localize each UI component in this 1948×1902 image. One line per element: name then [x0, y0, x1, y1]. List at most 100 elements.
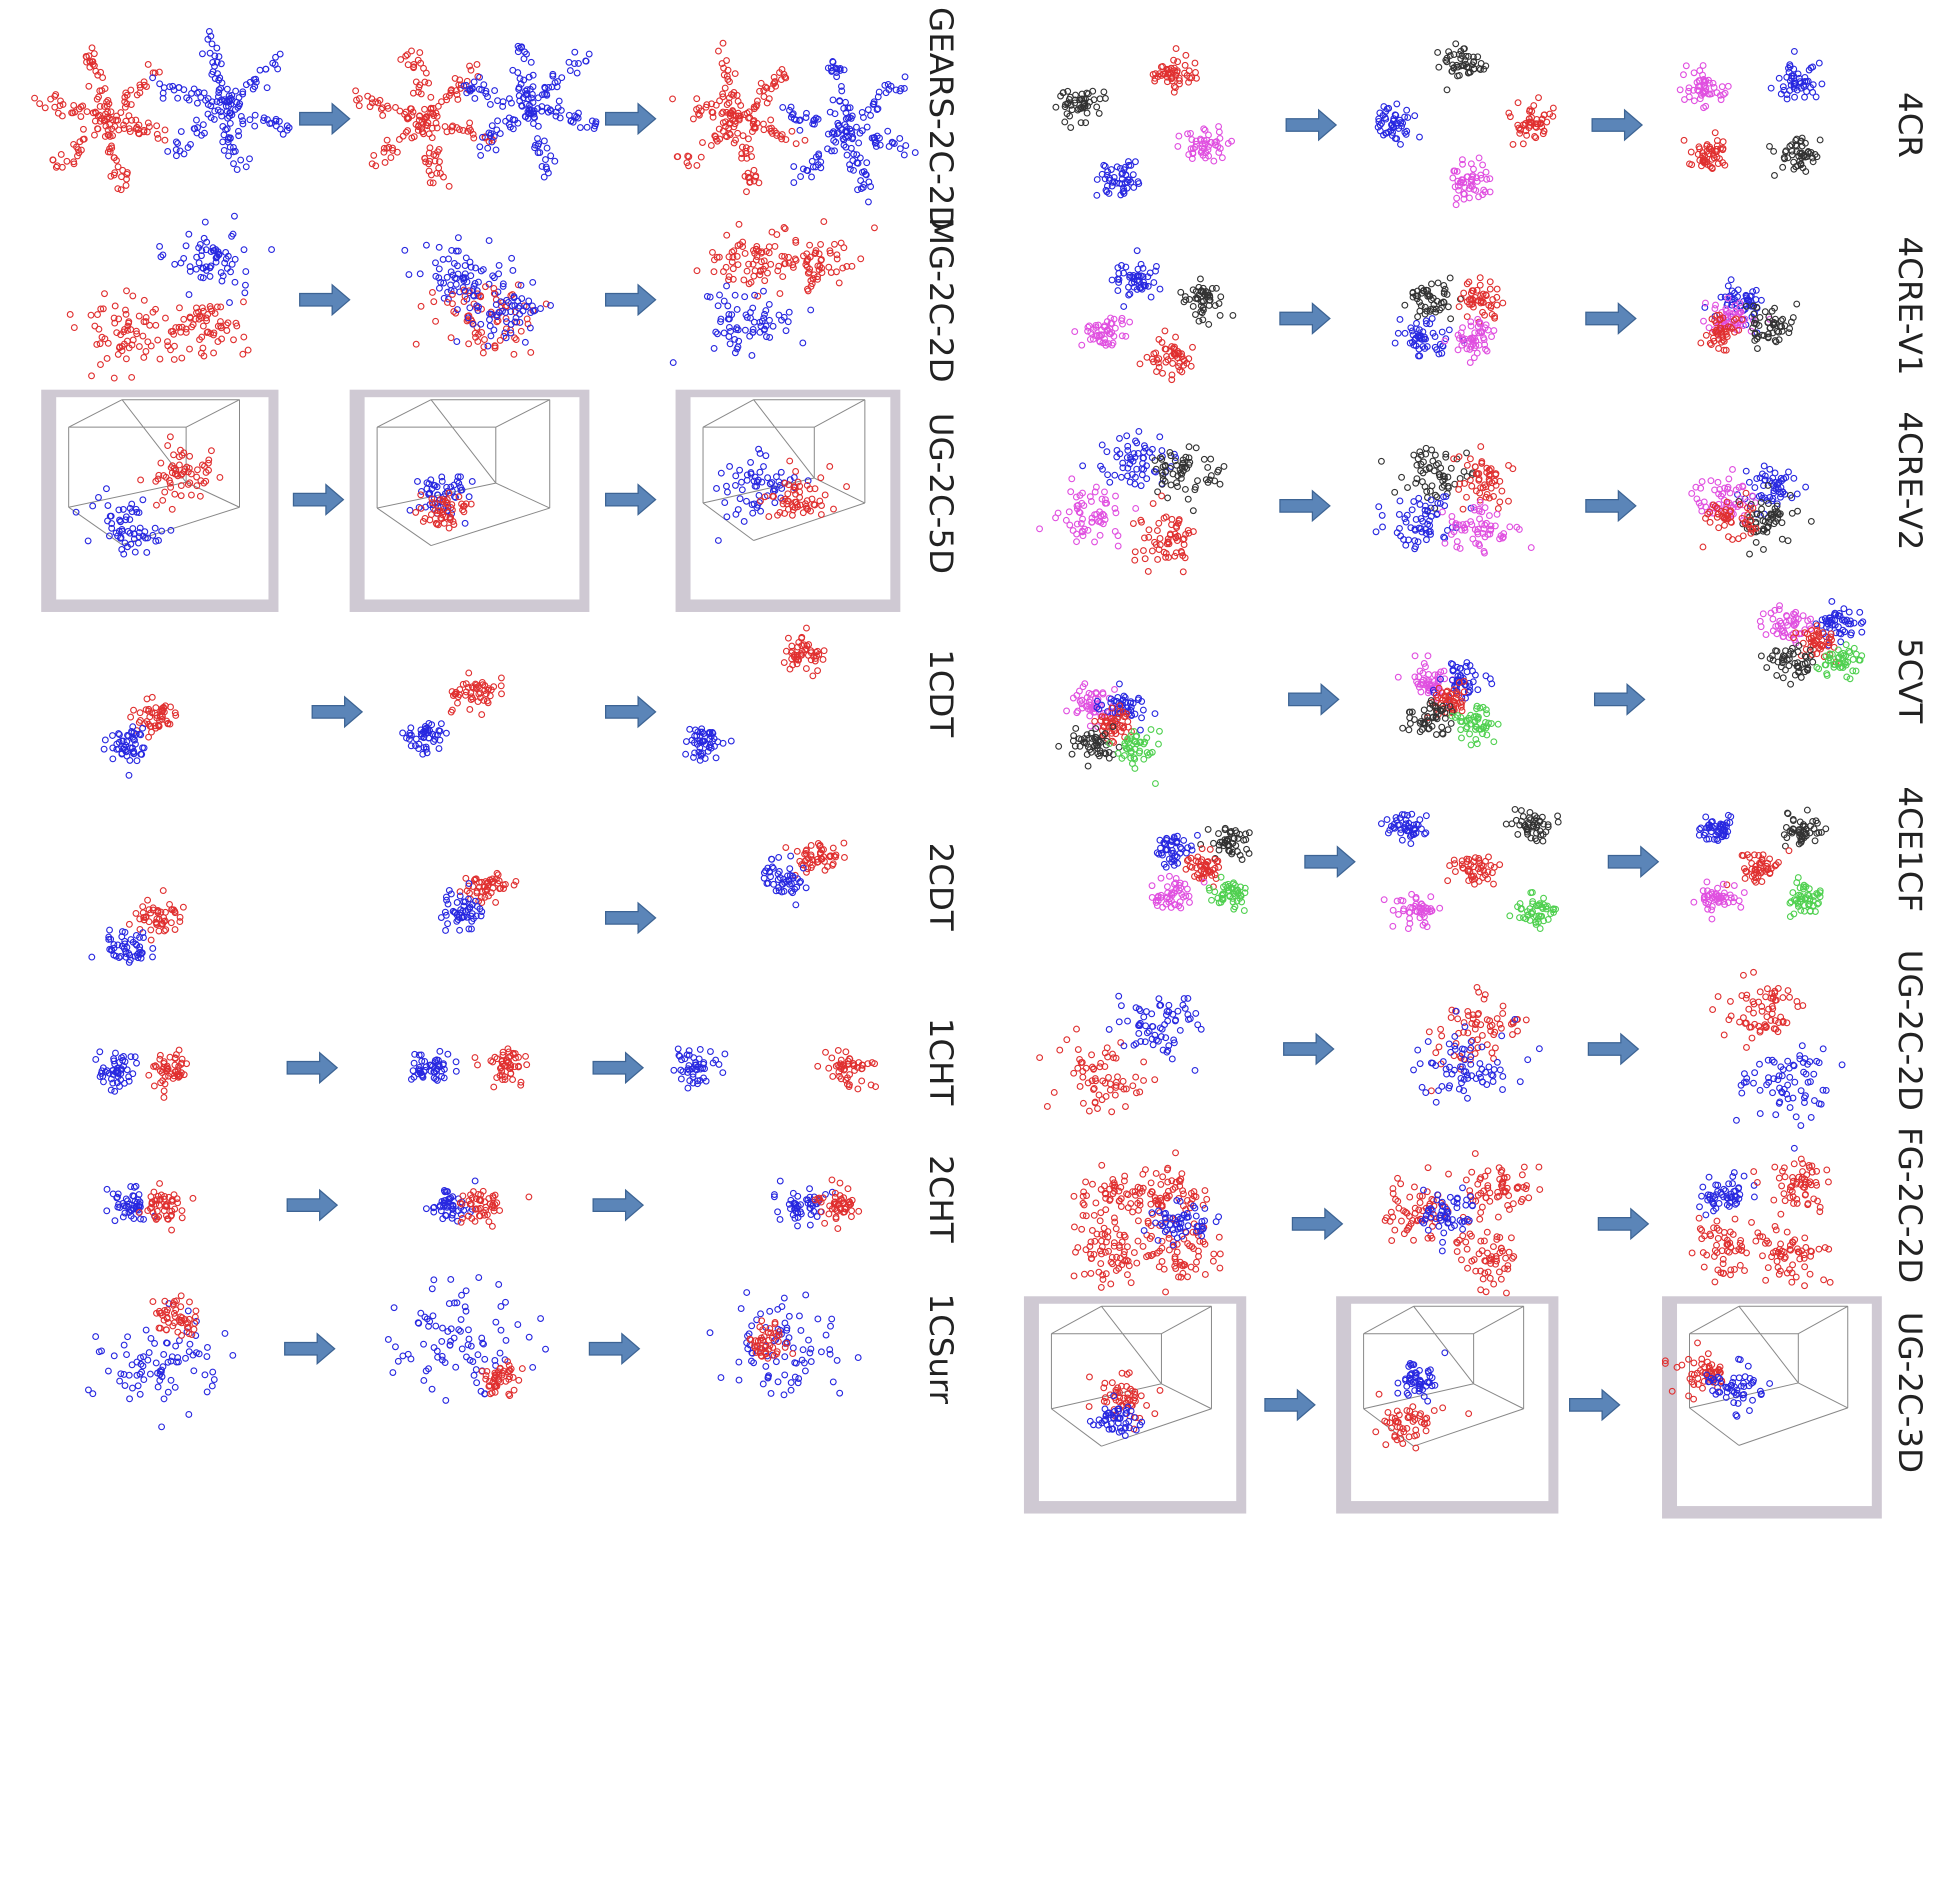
- scatter-point: [1690, 69, 1698, 77]
- scatter-point: [782, 327, 790, 335]
- scatter-point: [221, 1330, 229, 1337]
- scatter-point: [790, 179, 798, 187]
- scatter-point: [474, 1061, 481, 1069]
- scatter-point: [209, 58, 217, 66]
- scatter-point: [127, 713, 135, 721]
- scatter-point: [494, 117, 501, 125]
- scatter-point: [104, 339, 112, 347]
- scatter-point: [846, 161, 853, 169]
- scatter-point: [239, 350, 247, 358]
- scatter-point: [199, 322, 207, 330]
- scatter-point: [1687, 148, 1695, 156]
- scatter-point: [565, 58, 573, 66]
- scatter-point: [140, 354, 148, 361]
- cluster: [1680, 129, 1729, 173]
- cluster: [460, 42, 600, 181]
- scatter-point: [122, 89, 130, 97]
- scatter-point: [723, 57, 730, 64]
- scatter-point: [1090, 96, 1098, 104]
- scatter-point: [723, 282, 730, 290]
- scatter-point: [103, 1185, 111, 1193]
- scatter-point: [467, 66, 475, 74]
- scatter-point: [436, 1047, 444, 1055]
- scatter-point: [129, 336, 137, 344]
- scatter-point: [152, 704, 160, 712]
- scatter-point: [731, 70, 739, 78]
- scatter-point: [1482, 168, 1490, 176]
- cluster: [1505, 94, 1557, 148]
- scatter-point: [792, 116, 800, 124]
- scatter-point: [117, 186, 125, 194]
- scatter-point: [806, 241, 814, 249]
- scatter-point: [465, 287, 473, 295]
- cluster: [1742, 300, 1801, 352]
- scatter-point: [802, 114, 810, 121]
- scatter-point: [1815, 59, 1823, 67]
- scatter-point: [352, 87, 360, 95]
- scatter-point: [566, 67, 574, 75]
- scatter-point: [437, 914, 445, 921]
- scatter-point: [416, 112, 423, 120]
- scatter-point: [213, 44, 221, 52]
- scatter-point: [153, 130, 161, 138]
- scatter-point: [803, 109, 810, 117]
- scatter-point: [778, 135, 786, 143]
- scatter-point: [491, 87, 499, 95]
- scatter-point: [1793, 300, 1801, 308]
- scatter-point: [432, 1322, 440, 1330]
- scatter-point: [715, 47, 722, 55]
- scatter-point: [1052, 103, 1060, 111]
- scatter-point: [232, 319, 240, 327]
- scatter-point: [119, 166, 127, 174]
- scatter-point: [538, 103, 546, 110]
- scatter-point: [252, 75, 260, 83]
- scatter-point: [1111, 471, 1119, 479]
- scatter-point: [215, 76, 223, 84]
- scatter-point: [449, 300, 456, 308]
- scatter-point: [428, 1385, 436, 1393]
- scatter-point: [799, 165, 807, 173]
- scatter-point: [529, 83, 537, 91]
- scatter-point: [453, 338, 461, 346]
- scatter-point: [481, 336, 488, 344]
- scatter-point: [125, 319, 133, 327]
- scatter-point: [496, 130, 504, 138]
- scatter-point: [507, 308, 515, 316]
- scatter-point: [670, 1066, 678, 1074]
- scatter-point: [214, 106, 222, 114]
- scatter-point: [77, 103, 85, 111]
- scatter-point: [448, 246, 456, 254]
- scatter-point: [447, 334, 455, 342]
- scatter-point: [486, 101, 494, 108]
- scatter-point: [1483, 347, 1491, 355]
- scatter-point: [548, 83, 556, 91]
- scatter-point: [379, 112, 387, 119]
- scatter-point: [480, 81, 488, 89]
- scatter-point: [555, 97, 563, 105]
- scatter-point: [152, 1359, 160, 1367]
- scatter-point: [1681, 96, 1688, 103]
- scatter-point: [847, 1213, 855, 1221]
- scatter-point: [204, 1344, 211, 1351]
- scatter-point: [113, 156, 120, 164]
- scatter-point: [1715, 345, 1723, 352]
- scatter-point: [900, 85, 908, 92]
- scatter-point: [542, 300, 550, 308]
- arrow: [311, 695, 364, 729]
- scatter-point: [900, 151, 908, 159]
- scatter-point: [182, 242, 190, 250]
- scatter-point: [530, 307, 538, 315]
- scatter-point: [387, 154, 395, 161]
- scatter-point: [791, 1373, 799, 1381]
- scatter-point: [832, 138, 840, 146]
- scatter-point: [1766, 142, 1773, 150]
- scatter-point: [452, 280, 460, 288]
- scatter-point: [743, 109, 751, 117]
- scatter-point: [91, 322, 99, 330]
- scatter-point: [677, 1075, 685, 1083]
- scatter-point: [156, 355, 164, 363]
- scatter-point: [696, 111, 703, 119]
- scatter-point: [738, 154, 746, 162]
- scatter-point: [841, 854, 848, 861]
- scatter-point: [488, 138, 496, 146]
